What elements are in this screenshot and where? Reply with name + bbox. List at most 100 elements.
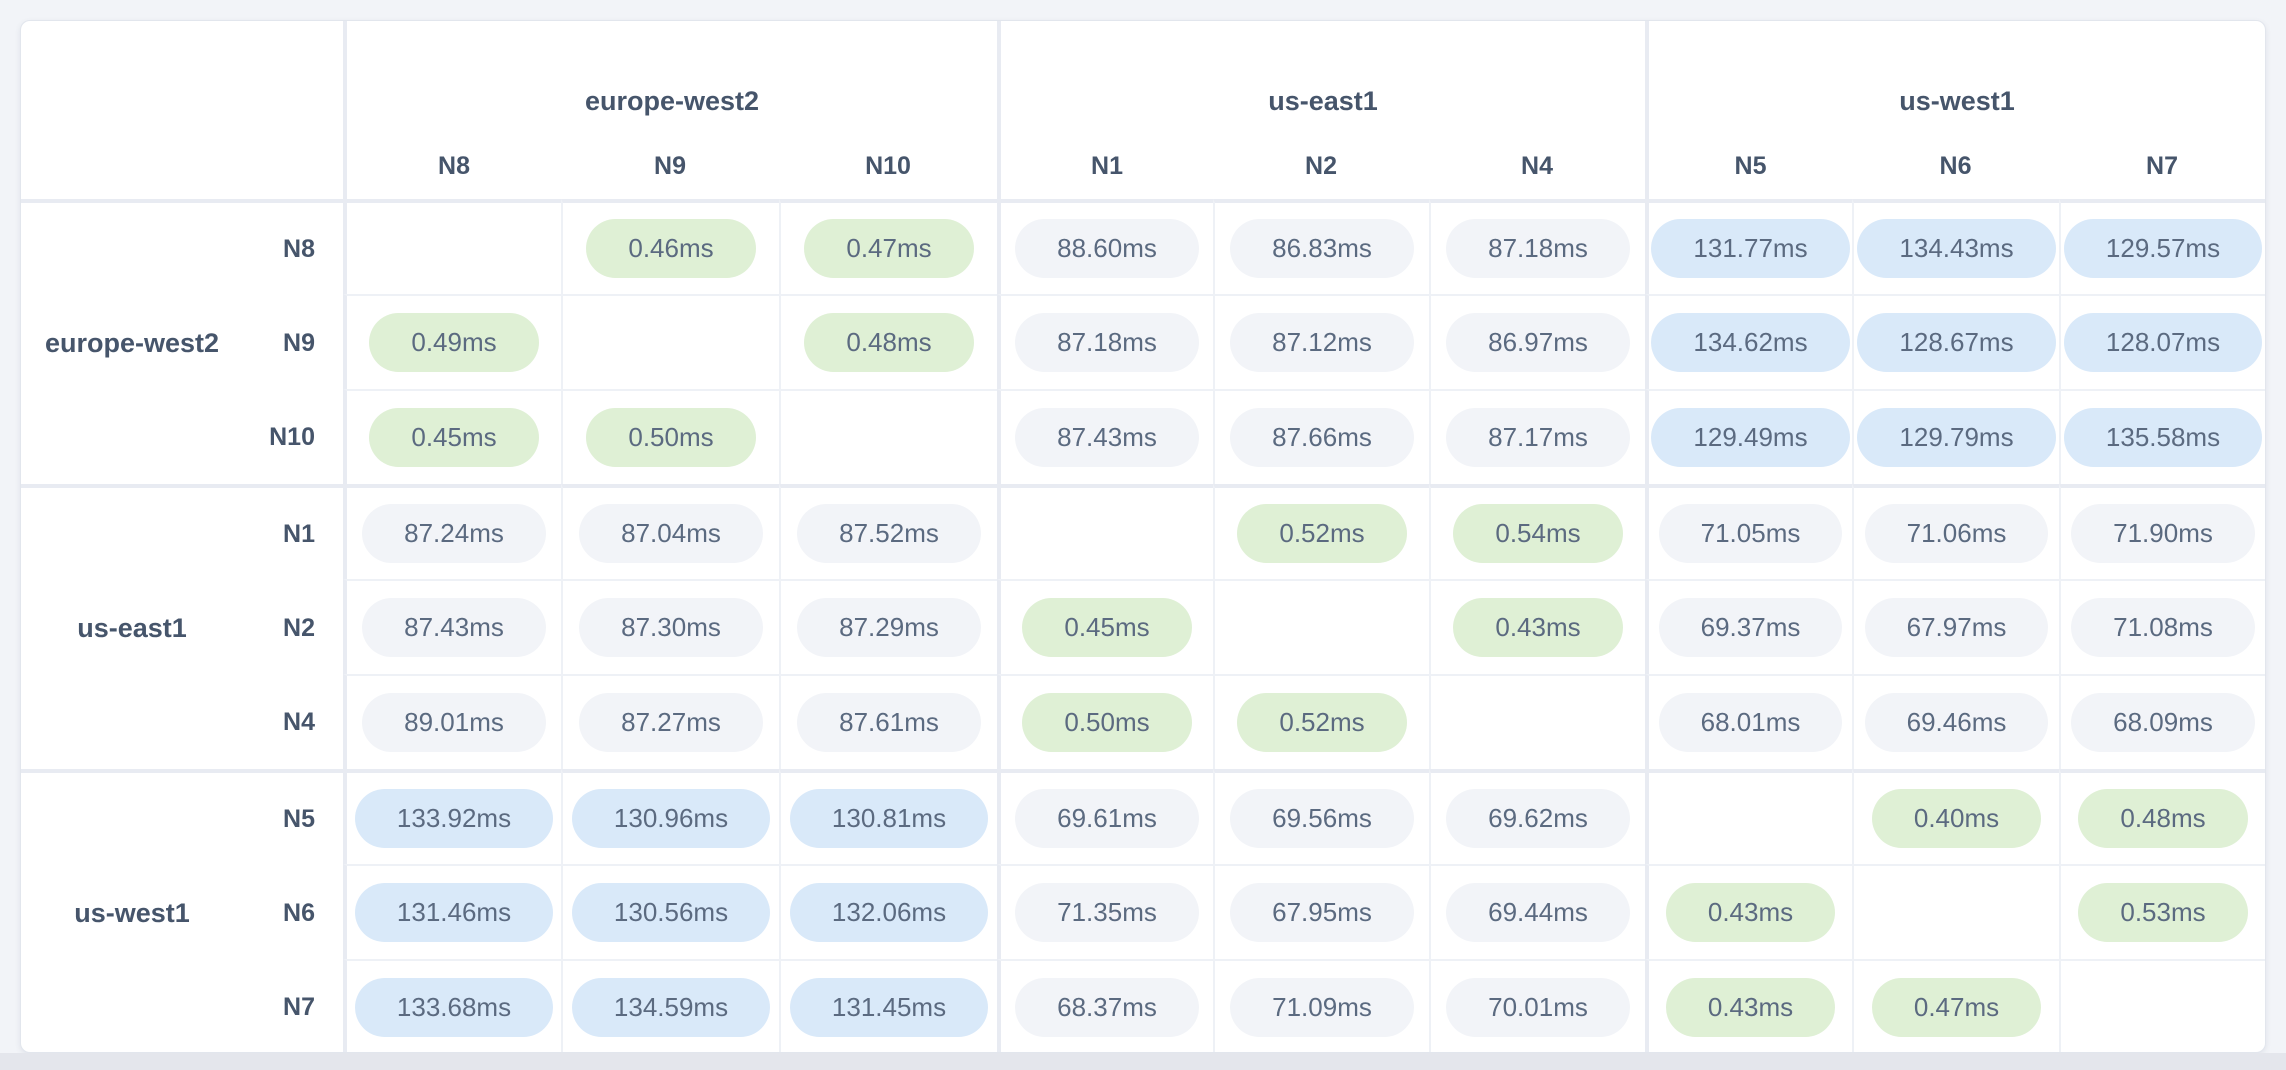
latency-value-pill: 131.77ms [1651, 219, 1850, 278]
latency-cell [343, 199, 561, 294]
node-column-header: N8 [343, 133, 561, 199]
latency-value-pill: 0.52ms [1237, 504, 1407, 563]
latency-cell: 87.43ms [997, 389, 1213, 484]
latency-cell: 133.92ms [343, 769, 561, 864]
latency-cell: 87.24ms [343, 484, 561, 579]
latency-value-pill: 87.43ms [1015, 408, 1199, 467]
latency-value-pill: 0.40ms [1871, 789, 2042, 848]
region-column-header: europe-west2 [343, 21, 997, 133]
region-column-header: us-east1 [997, 21, 1645, 133]
latency-value-pill: 87.61ms [797, 693, 981, 752]
latency-value-pill: 0.48ms [804, 313, 974, 372]
node-row-label: N8 [283, 235, 315, 264]
latency-cell: 86.83ms [1213, 199, 1429, 294]
latency-cell: 0.45ms [997, 579, 1213, 674]
latency-value-pill: 87.43ms [362, 598, 546, 657]
latency-cell: 0.53ms [2059, 864, 2265, 959]
latency-cell: 87.12ms [1213, 294, 1429, 389]
latency-value-pill: 133.92ms [354, 789, 554, 848]
latency-cell: 70.01ms [1429, 959, 1645, 1052]
row-node-labels: N1 N2 N4 [243, 488, 343, 769]
latency-value-pill: 134.43ms [1857, 219, 2056, 278]
region-row-label: us-east1 [77, 613, 187, 643]
latency-cell: 71.09ms [1213, 959, 1429, 1052]
latency-value-pill: 0.53ms [2078, 883, 2248, 942]
latency-value-pill: 69.62ms [1446, 789, 1630, 848]
region-column-header: us-west1 [1645, 21, 2265, 133]
latency-value-pill: 69.37ms [1658, 598, 1843, 657]
node-column-header: N9 [654, 151, 686, 180]
latency-value-pill: 69.56ms [1230, 789, 1414, 848]
latency-cell: 132.06ms [779, 864, 997, 959]
latency-value-pill: 87.30ms [579, 598, 763, 657]
latency-value-pill: 68.09ms [2071, 693, 2255, 752]
latency-cell: 130.96ms [561, 769, 779, 864]
latency-value-pill: 0.47ms [804, 219, 974, 278]
latency-value-pill: 87.29ms [797, 598, 981, 657]
latency-value-pill: 87.18ms [1446, 219, 1630, 278]
latency-value-pill: 0.47ms [1871, 978, 2042, 1037]
latency-value-pill: 135.58ms [2063, 408, 2263, 467]
latency-value-pill: 131.45ms [789, 978, 989, 1037]
node-column-header: N2 [1305, 151, 1337, 180]
latency-cell: 71.06ms [1852, 484, 2059, 579]
latency-cell: 87.43ms [343, 579, 561, 674]
node-column-header: N10 [865, 151, 911, 180]
row-label-cell: us-east1 N1 N2 N4 [21, 484, 343, 769]
latency-value-pill: 86.97ms [1446, 313, 1630, 372]
latency-cell: 87.52ms [779, 484, 997, 579]
latency-value-pill: 86.83ms [1230, 219, 1414, 278]
latency-cell: 0.45ms [343, 389, 561, 484]
latency-value-pill: 87.24ms [362, 504, 546, 563]
latency-cell: 130.56ms [561, 864, 779, 959]
latency-value-pill: 129.57ms [2063, 219, 2263, 278]
latency-cell: 89.01ms [343, 674, 561, 769]
latency-value-pill: 130.96ms [571, 789, 771, 848]
latency-cell: 87.18ms [1429, 199, 1645, 294]
latency-value-pill: 67.97ms [1864, 598, 2049, 657]
node-row-label: N4 [283, 707, 315, 736]
latency-cell: 130.81ms [779, 769, 997, 864]
latency-cell: 128.67ms [1852, 294, 2059, 389]
node-row-label: N9 [283, 329, 315, 357]
latency-value-pill: 68.01ms [1658, 693, 1843, 752]
latency-value-pill: 129.49ms [1651, 408, 1850, 467]
latency-value-pill: 87.12ms [1230, 313, 1414, 372]
latency-cell [1852, 864, 2059, 959]
latency-value-pill: 67.95ms [1230, 883, 1414, 942]
latency-cell: 87.29ms [779, 579, 997, 674]
latency-cell: 0.47ms [779, 199, 997, 294]
node-column-header: N5 [1645, 133, 1852, 199]
latency-cell: 69.44ms [1429, 864, 1645, 959]
row-label-cell: europe-west2 N8 N9 N10 [21, 199, 343, 484]
latency-matrix-grid: europe-west2 N8 N9 N10 us-east1 N1 N2 N4 us-west… [21, 21, 2265, 1052]
latency-cell: 69.46ms [1852, 674, 2059, 769]
latency-cell: 88.60ms [997, 199, 1213, 294]
latency-value-pill: 0.45ms [369, 408, 539, 467]
node-column-header: N7 [2146, 151, 2178, 180]
latency-value-pill: 87.17ms [1446, 408, 1630, 467]
latency-cell [1645, 769, 1852, 864]
latency-cell: 0.43ms [1645, 864, 1852, 959]
latency-cell [779, 389, 997, 484]
latency-value-pill: 0.45ms [1022, 598, 1192, 657]
latency-cell: 71.05ms [1645, 484, 1852, 579]
latency-value-pill: 71.06ms [1864, 504, 2049, 563]
latency-value-pill: 68.37ms [1015, 978, 1199, 1037]
row-node-labels: N8 N9 N10 [243, 203, 343, 484]
latency-value-pill: 69.44ms [1446, 883, 1630, 942]
latency-cell: 0.50ms [561, 389, 779, 484]
latency-value-pill: 69.61ms [1015, 789, 1199, 848]
latency-cell: 0.43ms [1645, 959, 1852, 1052]
latency-cell: 131.77ms [1645, 199, 1852, 294]
latency-cell: 134.62ms [1645, 294, 1852, 389]
latency-value-pill: 87.66ms [1230, 408, 1414, 467]
region-row-label: us-west1 [74, 898, 190, 928]
latency-value-pill: 134.62ms [1651, 313, 1850, 372]
latency-cell: 128.07ms [2059, 294, 2265, 389]
latency-value-pill: 130.56ms [571, 883, 771, 942]
latency-value-pill: 133.68ms [354, 978, 554, 1037]
latency-cell: 71.90ms [2059, 484, 2265, 579]
latency-value-pill: 0.46ms [586, 219, 756, 278]
node-row-label: N2 [283, 614, 315, 642]
